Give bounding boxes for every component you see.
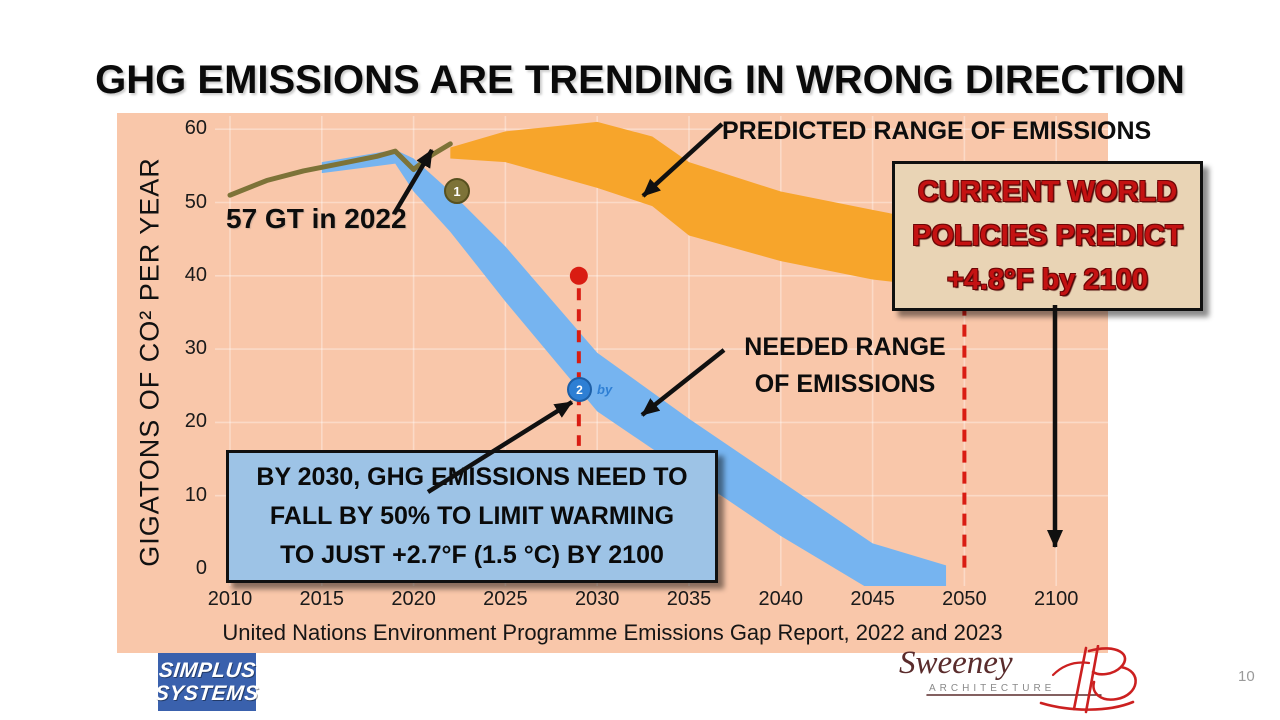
simplus-logo-line1: SIMPLUS <box>157 659 257 682</box>
x-tick-2050: 2050 <box>942 588 987 610</box>
slide-title: GHG EMISSIONS ARE TRENDING IN WRONG DIRE… <box>95 58 1185 102</box>
page-number: 10 <box>1238 668 1255 685</box>
current-policies-line2: POLICIES PREDICT <box>912 220 1183 252</box>
source-caption: United Nations Environment Programme Emi… <box>222 620 1003 645</box>
current-policies-line1: CURRENT WORLD <box>917 176 1178 208</box>
by-2030-line2: FALL BY 50% TO LIMIT WARMING <box>269 502 675 530</box>
y-tick-20: 20 <box>184 410 207 433</box>
sweeney-architecture-logo: Sweeney ARCHITECTURE <box>893 645 1148 715</box>
x-tick-2020: 2020 <box>391 588 436 610</box>
y-tick-60: 60 <box>184 117 207 140</box>
y-tick-50: 50 <box>184 190 207 213</box>
by-2030-line3: TO JUST +2.7°F (1.5 °C) BY 2100 <box>280 541 664 569</box>
simplus-systems-logo: SIMPLUS SYSTEMS <box>154 653 260 711</box>
marker-1-badge: 1 <box>444 178 470 204</box>
x-tick-2030: 2030 <box>574 588 620 610</box>
x-tick-2035: 2035 <box>666 588 712 610</box>
current-policies-line3: +4.8°F by 2100 <box>946 264 1149 296</box>
y-tick-40: 40 <box>184 263 207 286</box>
by-2030-line1: BY 2030, GHG EMISSIONS NEED TO <box>256 463 688 491</box>
x-tick-2015: 2015 <box>299 588 345 610</box>
x-tick-2040: 2040 <box>758 588 804 610</box>
sweeney-logo-subtitle: ARCHITECTURE <box>929 683 1056 694</box>
sweeney-flourish-icon <box>926 645 1137 714</box>
predicted-range-label: PREDICTED RANGE OF EMISSIONS <box>722 117 1152 145</box>
marker-2-by-label: by <box>597 382 613 397</box>
simplus-logo-line2: SYSTEMS <box>153 682 261 705</box>
x-tick-2045: 2045 <box>850 588 895 610</box>
sweeney-logo-name: Sweeney <box>899 645 1013 681</box>
x-tick-2025: 2025 <box>483 588 528 610</box>
by-2030-callout: BY 2030, GHG EMISSIONS NEED TO FALL BY 5… <box>226 450 718 583</box>
needed-range-label-line2: OF EMISSIONS <box>754 370 936 398</box>
y-tick-30: 30 <box>184 337 207 360</box>
y-tick-10: 10 <box>184 483 207 506</box>
needed-range-label-line1: NEEDED RANGE <box>744 333 946 361</box>
value-2022-label: 57 GT in 2022 <box>226 203 407 234</box>
marker-2-badge: 2 <box>567 377 592 402</box>
current-policies-callout: CURRENT WORLD POLICIES PREDICT +4.8°F by… <box>892 161 1203 311</box>
y-tick-0: 0 <box>195 557 207 579</box>
needed-range-label: NEEDED RANGE OF EMISSIONS <box>733 329 957 403</box>
y-axis-title: GIGATONS OF CO² PER YEAR <box>134 157 165 567</box>
x-tick-2010: 2010 <box>207 588 253 610</box>
x-tick-2100: 2100 <box>1033 588 1079 610</box>
